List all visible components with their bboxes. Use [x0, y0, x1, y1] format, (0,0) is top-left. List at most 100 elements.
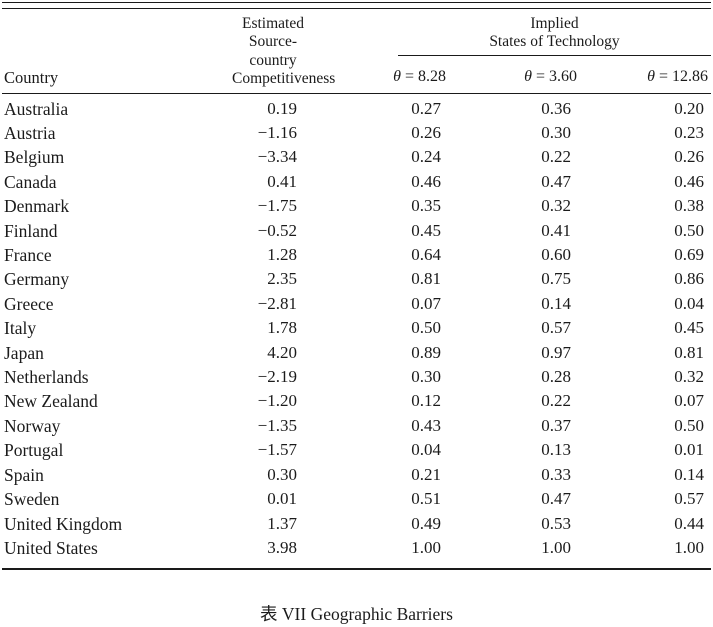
theta-828-cell: 0.81: [411, 269, 441, 289]
country-cell: Norway: [4, 415, 61, 436]
theta-1286-cell: 0.50: [674, 415, 704, 435]
theta-828-cell: 0.24: [411, 147, 441, 167]
theta-1286-cell: 0.81: [674, 342, 704, 362]
country-cell: Italy: [4, 318, 37, 339]
theta-symbol: θ: [524, 67, 532, 85]
table-caption: 表 VII Geographic Barriers: [260, 604, 453, 625]
table-row: Greece −2.81 0.07 0.14 0.04: [2, 292, 711, 316]
theta-1286-cell: 0.26: [674, 147, 704, 167]
theta-360-cell: 0.47: [541, 489, 571, 509]
theta-828-cell: 0.51: [411, 489, 441, 509]
table-row: Italy 1.78 0.50 0.57 0.45: [2, 316, 711, 340]
theta-1286-cell: 0.50: [674, 220, 704, 240]
country-cell: United States: [2, 535, 192, 571]
theta-360-cell: 0.28: [541, 367, 571, 387]
competitiveness-cell: −1.16: [257, 123, 297, 142]
table-row: Germany 2.35 0.81 0.75 0.86: [2, 267, 711, 291]
country-cell: Austria: [4, 123, 56, 143]
table-row: United Kingdom 1.37 0.49 0.53 0.44: [2, 512, 711, 536]
theta-828-cell: 0.89: [411, 342, 441, 362]
theta-1286-cell: 0.44: [674, 513, 704, 533]
competitiveness-cell: −2.81: [257, 293, 297, 313]
competitiveness-cell: 1.78: [267, 318, 297, 338]
theta-360-cell: 0.30: [541, 123, 571, 142]
country-cell: Canada: [4, 171, 57, 192]
theta-1286-cell: 1.00: [587, 535, 711, 571]
country-cell: France: [4, 245, 52, 266]
table-row: Japan 4.20 0.89 0.97 0.81: [2, 341, 711, 365]
country-cell: New Zealand: [4, 391, 98, 412]
theta-1286-header: θ = 12.86: [587, 63, 711, 94]
table-row: Netherlands −2.19 0.30 0.28 0.32: [2, 365, 711, 389]
theta-360-cell: 0.75: [541, 269, 571, 289]
theta-360-cell: 0.13: [541, 440, 571, 460]
table-row: Finland −0.52 0.45 0.41 0.50: [2, 219, 711, 243]
competitiveness-cell: 0.01: [267, 489, 297, 509]
theta-828-cell: 0.04: [411, 440, 441, 460]
competitiveness-cell: −3.34: [257, 147, 297, 167]
country-column-header: Country: [2, 8, 192, 94]
theta-1286-cell: 0.57: [674, 489, 704, 509]
country-cell: Greece: [4, 293, 54, 314]
competitiveness-cell: 0.41: [267, 171, 297, 191]
competitiveness-cell: 2.35: [267, 269, 297, 289]
competitiveness-header-line1: Estimated: [242, 14, 304, 32]
country-cell: Belgium: [4, 147, 65, 168]
competitiveness-cell: −1.20: [257, 391, 297, 411]
competitiveness-cell: −2.19: [257, 367, 297, 387]
theta-828-cell: 0.27: [411, 98, 441, 118]
theta-360-cell: 0.14: [541, 293, 571, 313]
implied-states-line2: States of Technology: [489, 33, 620, 51]
theta-360-cell: 0.37: [541, 415, 571, 435]
theta-828-cell: 0.35: [411, 196, 441, 216]
theta-360-cell: 0.22: [541, 391, 571, 411]
implied-states-spanner-header: Implied States of Technology: [314, 9, 711, 64]
theta-828-cell: 0.46: [411, 171, 441, 191]
theta-360-cell: 0.97: [541, 342, 571, 362]
country-cell: Japan: [4, 342, 44, 363]
theta-828-cell: 0.07: [411, 293, 441, 313]
competitiveness-cell: 1.28: [267, 245, 297, 265]
country-cell: Denmark: [4, 196, 70, 217]
country-cell: Germany: [4, 269, 70, 290]
theta-360-cell: 0.53: [541, 513, 571, 533]
theta-360-cell: 0.41: [541, 220, 571, 240]
header-row-top: Country Estimated Source-country Competi…: [2, 8, 711, 94]
competitiveness-cell: 4.20: [267, 342, 297, 362]
competitiveness-header-line2: Source-country: [248, 33, 298, 69]
country-cell: Finland: [4, 220, 58, 241]
country-cell: Netherlands: [4, 367, 89, 388]
theta-1286-cell: 0.69: [674, 245, 704, 265]
theta-828-header: θ = 8.28: [314, 63, 454, 94]
theta-360-cell: 0.60: [541, 245, 571, 265]
theta-828-cell: 0.30: [411, 367, 441, 387]
competitiveness-header-line3: Competitiveness: [232, 70, 336, 88]
theta-828-cell: 0.21: [411, 464, 441, 484]
theta-symbol: θ: [647, 67, 655, 85]
theta-360-cell: 0.47: [541, 171, 571, 191]
country-cell: United Kingdom: [4, 513, 123, 534]
table-body: Australia 0.19 0.27 0.36 0.20 Austria −1…: [2, 93, 711, 571]
implied-states-line1: Implied: [530, 14, 579, 32]
theta-828-cell: 0.26: [411, 123, 441, 142]
competitiveness-cell: −1.35: [257, 415, 297, 435]
theta-360-cell: 0.57: [541, 318, 571, 338]
country-cell: Spain: [4, 464, 44, 485]
theta-360-cell: 0.33: [541, 464, 571, 484]
table-row: New Zealand −1.20 0.12 0.22 0.07: [2, 389, 711, 413]
theta-360-header: θ = 3.60: [454, 63, 587, 94]
theta-1286-cell: 0.32: [674, 367, 704, 387]
competitiveness-cell: 3.98: [192, 535, 314, 571]
table-row: Norway −1.35 0.43 0.37 0.50: [2, 414, 711, 438]
table-row: Spain 0.30 0.21 0.33 0.14: [2, 463, 711, 487]
table-row: Austria −1.16 0.26 0.30 0.23: [2, 121, 711, 145]
theta-1286-cell: 0.01: [674, 440, 704, 460]
table-row: Belgium −3.34 0.24 0.22 0.26: [2, 145, 711, 169]
competitiveness-cell: 1.37: [267, 513, 297, 533]
table-top-double-rule: [2, 2, 711, 9]
competitiveness-cell: −1.75: [257, 196, 297, 216]
theta-360-cell: 0.22: [541, 147, 571, 167]
theta-1286-cell: 0.38: [674, 196, 704, 216]
theta-828-cell: 0.43: [411, 415, 441, 435]
